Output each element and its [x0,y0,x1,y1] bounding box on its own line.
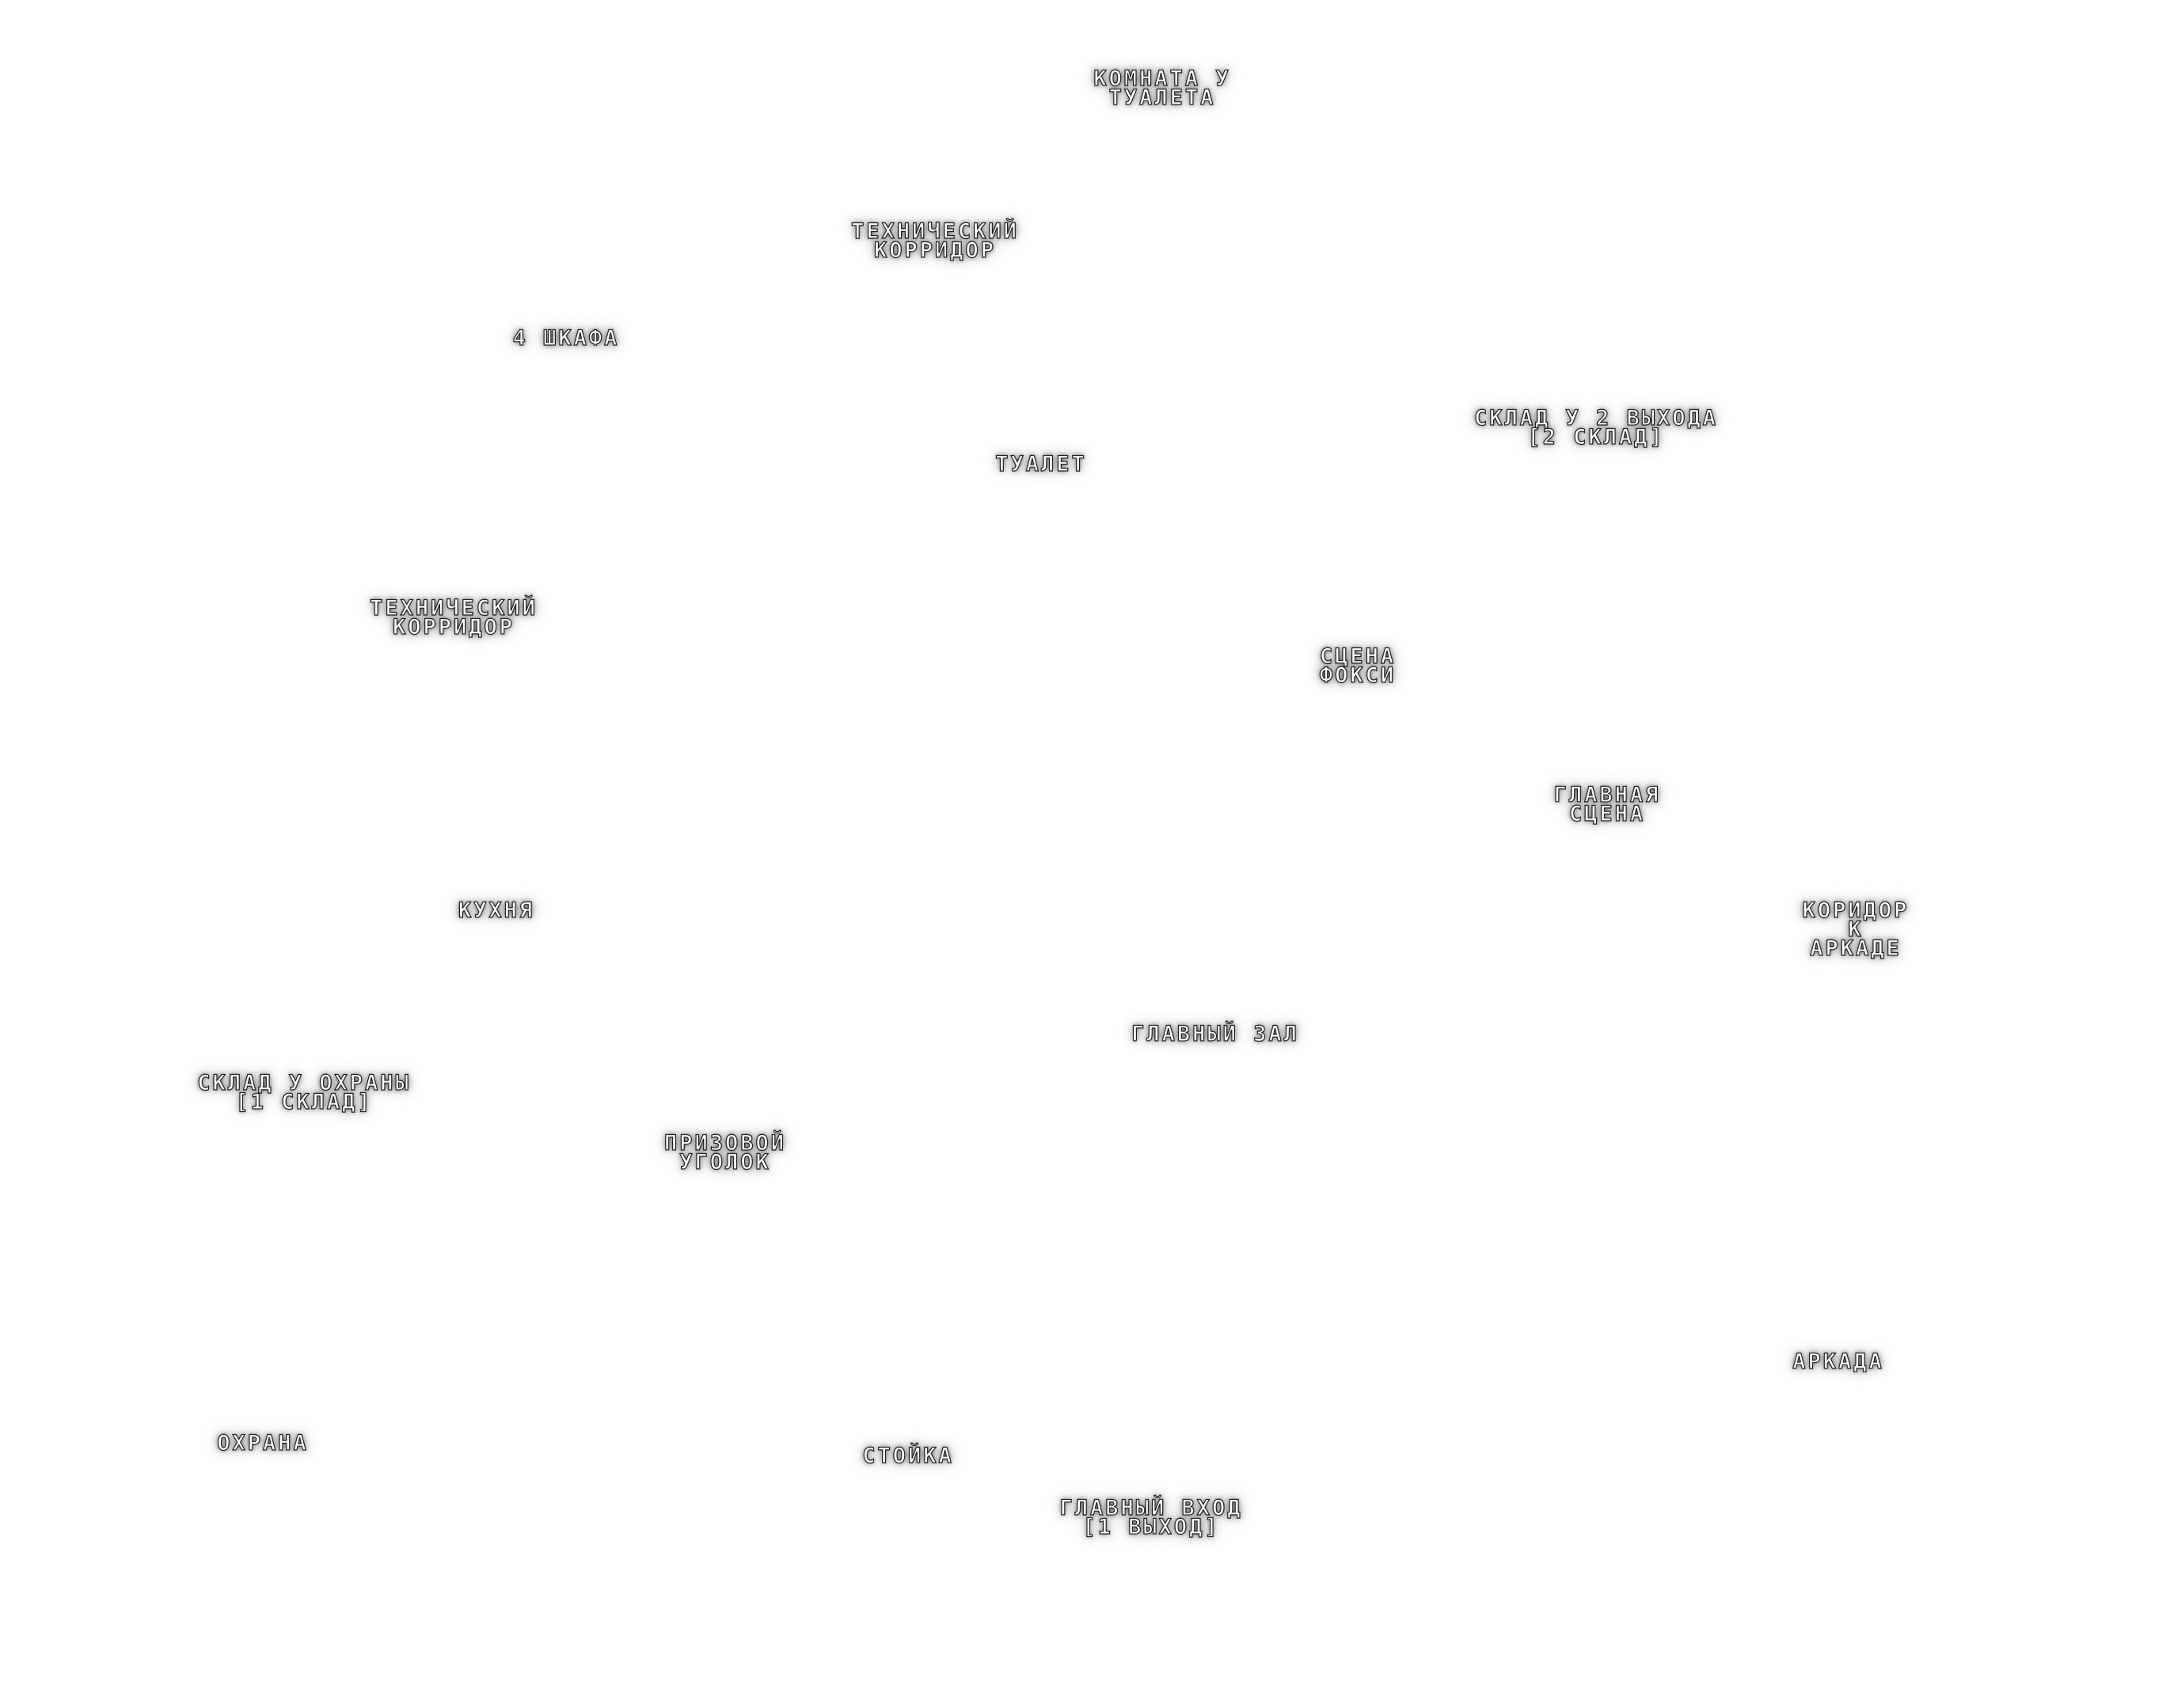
room-label-room-near-toilet[interactable]: КОМНАТА У ТУАЛЕТА [1093,66,1231,110]
room-label-line: ТУАЛЕТ [995,452,1087,476]
room-label-line: [1 ВЫХОД] [1082,1515,1220,1539]
room-label-main-stage[interactable]: ГЛАВНАЯ СЦЕНА [1553,783,1661,826]
room-label-line: ФОКСИ [1319,663,1397,688]
room-label-counter[interactable]: СТОЙКА [862,1444,954,1468]
room-label-line: АРКАДА [1792,1349,1884,1374]
room-label-line: СКЛАД У ОХРАНЫ [197,1071,411,1095]
room-label-line: К [1848,917,1864,942]
room-label-line: ТЕХНИЧЕСКИЙ [850,219,1019,244]
room-label-kitchen[interactable]: КУХНЯ [458,898,535,923]
room-label-line: [1 СКЛАД] [235,1090,373,1114]
room-label-line: КУХНЯ [458,898,535,923]
room-label-prize-corner[interactable]: ПРИЗОВОЙ УГОЛОК [663,1131,787,1175]
room-label-tech-corridor-left[interactable]: ТЕХНИЧЕСКИЙ КОРРИДОР [369,596,538,640]
room-label-line: [2 СКЛАД] [1527,425,1665,450]
room-label-storage-near-security[interactable]: СКЛАД У ОХРАНЫ [1 СКЛАД] [197,1071,411,1114]
room-label-line: ТУАЛЕТА [1108,85,1216,110]
room-label-arcade[interactable]: АРКАДА [1792,1349,1884,1374]
room-label-foxy-stage[interactable]: СЦЕНА ФОКСИ [1319,644,1397,688]
room-label-line: СЦЕНА [1568,802,1646,826]
room-label-line: ГЛАВНАЯ [1553,783,1661,807]
room-label-line: СЦЕНА [1319,644,1397,669]
room-label-line: АРКАДЕ [1810,936,1902,961]
room-label-line: КОМНАТА У [1093,66,1231,91]
room-label-security[interactable]: ОХРАНА [217,1431,309,1456]
room-label-line: СКЛАД У 2 ВЫХОДА [1473,406,1719,431]
room-label-arcade-corridor[interactable]: КОРИДОР К АРКАДЕ [1802,898,1910,961]
room-label-tech-corridor-top[interactable]: ТЕХНИЧЕСКИЙ КОРРИДОР [850,219,1019,263]
room-label-line: ПРИЗОВОЙ [663,1131,787,1156]
room-label-line: ТЕХНИЧЕСКИЙ [369,596,538,621]
room-label-four-cabinets[interactable]: 4 ШКАФА [512,326,620,351]
room-label-toilet[interactable]: ТУАЛЕТ [995,452,1087,476]
room-label-main-hall[interactable]: ГЛАВНЫЙ ЗАЛ [1131,1022,1299,1046]
room-label-line: ГЛАВНЫЙ ЗАЛ [1131,1022,1299,1046]
room-label-line: УГОЛОК [679,1150,771,1175]
room-label-line: ОХРАНА [217,1431,309,1456]
room-label-storage-near-exit-2[interactable]: СКЛАД У 2 ВЫХОДА [2 СКЛАД] [1473,406,1719,450]
room-label-line: КОРРИДОР [873,238,997,263]
room-label-line: ГЛАВНЫЙ ВХОД [1059,1496,1243,1520]
room-label-main-entrance[interactable]: ГЛАВНЫЙ ВХОД [1 ВЫХОД] [1059,1496,1243,1539]
room-label-line: СТОЙКА [862,1444,954,1468]
room-label-line: 4 ШКАФА [512,326,620,351]
room-label-line: КОРРИДОР [392,615,515,640]
room-label-line: КОРИДОР [1802,898,1910,923]
